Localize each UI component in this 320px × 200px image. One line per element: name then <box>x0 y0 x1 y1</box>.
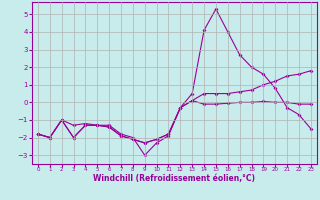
X-axis label: Windchill (Refroidissement éolien,°C): Windchill (Refroidissement éolien,°C) <box>93 174 255 183</box>
